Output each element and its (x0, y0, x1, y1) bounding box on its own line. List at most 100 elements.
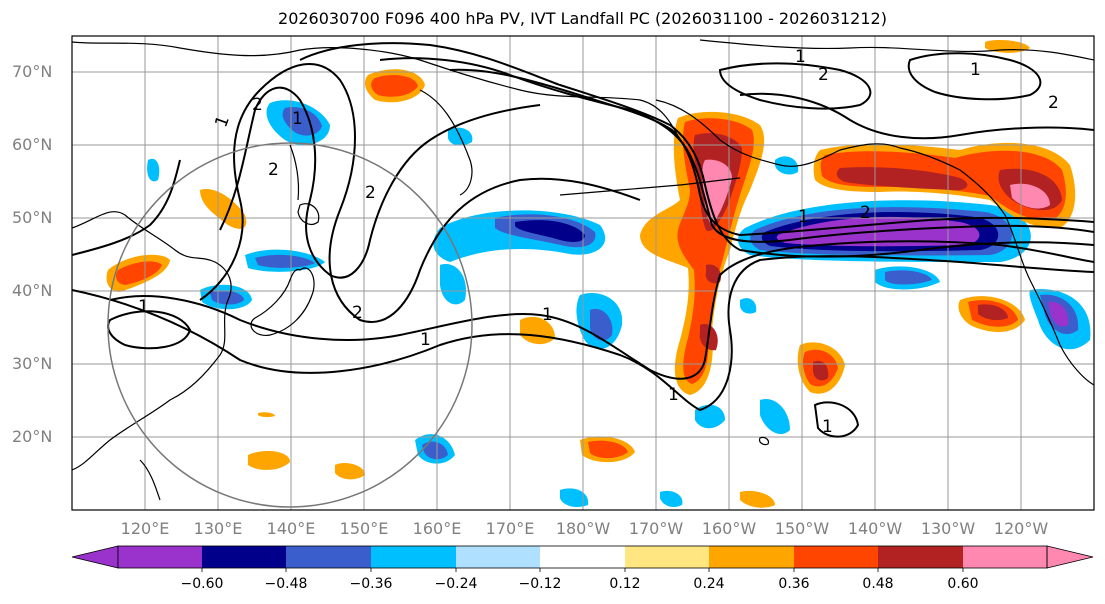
lon-label: 140°E (266, 519, 316, 538)
coast-alaska (655, 99, 961, 171)
colorbar-swatch (456, 546, 540, 568)
contour-label: 2 (365, 183, 376, 203)
lon-label: 150°E (339, 519, 389, 538)
contour-label: 2 (352, 303, 363, 323)
pos-anomaly-china-core (116, 261, 162, 285)
contour-label: 2 (268, 160, 279, 180)
colorbar-swatch (794, 546, 878, 568)
colorbar-tick-label: −0.60 (180, 576, 224, 592)
contour-label: 1 (420, 330, 431, 350)
neg-anomaly-midlat-3-core (885, 270, 932, 285)
coast-nw-america (959, 169, 1094, 386)
lat-label: 40°N (12, 281, 53, 300)
contour-1-inner (109, 240, 1094, 380)
pos-anomaly-calif-max (978, 304, 1008, 321)
map-frame (71, 35, 1095, 511)
lat-label: 50°N (12, 208, 53, 227)
neg-anomaly-subtrop-2 (695, 404, 725, 429)
coast-arctic (699, 39, 1094, 61)
lon-label: 150°W (774, 519, 830, 538)
colorbar-left-extend (71, 545, 119, 569)
lon-label: 130°W (920, 519, 976, 538)
pos-anomaly-subtrop-5 (258, 412, 275, 418)
colorbar-swatch (371, 546, 456, 568)
neg-anomaly-nw (147, 158, 160, 182)
contour-2-inner (219, 86, 541, 279)
pos-anomaly-midpac-max (812, 360, 829, 381)
lon-label: 120°E (120, 519, 170, 538)
colorbar-tick-label: −0.48 (264, 576, 308, 592)
contour-label: 1 (795, 47, 806, 67)
pos-anomaly-nwcanada-core (836, 167, 968, 191)
colorbar-tick-label: 0.36 (778, 576, 810, 592)
coast-kamchatka (419, 89, 473, 196)
lat-label: 70°N (12, 62, 53, 81)
lon-label: 160°W (701, 519, 757, 538)
lat-label: 20°N (12, 427, 53, 446)
neg-anomaly-subtrop-6 (740, 298, 757, 314)
pos-anomaly-japan (200, 189, 247, 229)
contour-ak-1 (739, 92, 1094, 140)
pos-anomaly-subtrop-4 (740, 490, 775, 508)
colorbar-swatch (540, 546, 625, 568)
colorbar-right-extend (1046, 545, 1094, 569)
lon-label: 160°E (412, 519, 462, 538)
neg-anomaly-subtrop-1-core (422, 441, 448, 460)
contour-label: 1 (542, 305, 553, 325)
colorbar-tick-label: −0.36 (349, 576, 393, 592)
coast-aleutians (559, 177, 741, 196)
lon-label: 170°W (628, 519, 684, 538)
colorbar-swatch (202, 546, 286, 568)
contour-2-trough (199, 63, 641, 323)
contour-label: 2 (1048, 93, 1059, 113)
lon-label: 140°W (847, 519, 903, 538)
pos-anomaly-gulf-alaska-max (702, 159, 732, 225)
lon-label: 180°W (555, 519, 611, 538)
lat-label: 30°N (12, 354, 53, 373)
contour-label: 1 (798, 207, 809, 227)
pos-anomaly-bc-max (1010, 183, 1050, 209)
pv-contours (72, 42, 1094, 438)
landfall-radius-circle (107, 142, 473, 508)
neg-anomaly-dateline-max (515, 220, 585, 243)
contour-label: 2 (252, 95, 263, 115)
lon-label: 130°E (193, 519, 243, 538)
map-title: 2026030700 F096 400 hPa PV, IVT Landfall… (278, 9, 887, 28)
contour-north-2 (907, 52, 1042, 101)
colorbar-tick-label: 0.48 (862, 576, 894, 592)
colorbar-tick-label: 0.12 (609, 576, 641, 592)
contour-left-1 (72, 159, 181, 256)
coast-china-korea (72, 211, 232, 471)
contour-low-1 (107, 310, 192, 350)
colorbar (71, 545, 1094, 572)
colorbar-tick-label: −0.24 (434, 576, 478, 592)
colorbar-swatch (625, 546, 709, 568)
contour-label: 1 (668, 385, 679, 405)
contour-label: 2 (860, 203, 871, 223)
neg-anomaly-subtrop-7 (775, 156, 799, 175)
colorbar-tick-label: 0.60 (947, 576, 979, 592)
lon-label: 120°W (993, 519, 1049, 538)
pos-anomaly-gulf-alaska-sub (705, 264, 722, 284)
neg-anomaly-subtrop-5 (660, 490, 683, 508)
contour-label: 1 (970, 60, 981, 80)
coast-hawaii (758, 436, 770, 446)
neg-anomaly-midlat-1-core (590, 308, 613, 341)
pos-anomaly-siberia-core (371, 74, 418, 97)
lon-label: 170°E (485, 519, 535, 538)
contour-label: 1 (292, 109, 303, 129)
colorbar-swatch (709, 546, 794, 568)
contour-ridge-1 (299, 42, 1094, 258)
neg-anomaly-midlat-2 (440, 264, 466, 305)
colorbar-swatch (118, 546, 202, 568)
contour-label: 1 (822, 417, 833, 437)
pos-anomaly-subtrop-3 (335, 463, 365, 480)
contour-label: 2 (818, 65, 829, 85)
colorbar-swatch (878, 546, 963, 568)
neg-anomaly-japan-sea-core (255, 254, 315, 268)
coast-sakhalin (289, 144, 300, 201)
lat-label: 60°N (12, 135, 53, 154)
colorbar-tick-label: −0.12 (518, 576, 562, 592)
pos-anomaly-subtrop-1-core (588, 440, 628, 459)
